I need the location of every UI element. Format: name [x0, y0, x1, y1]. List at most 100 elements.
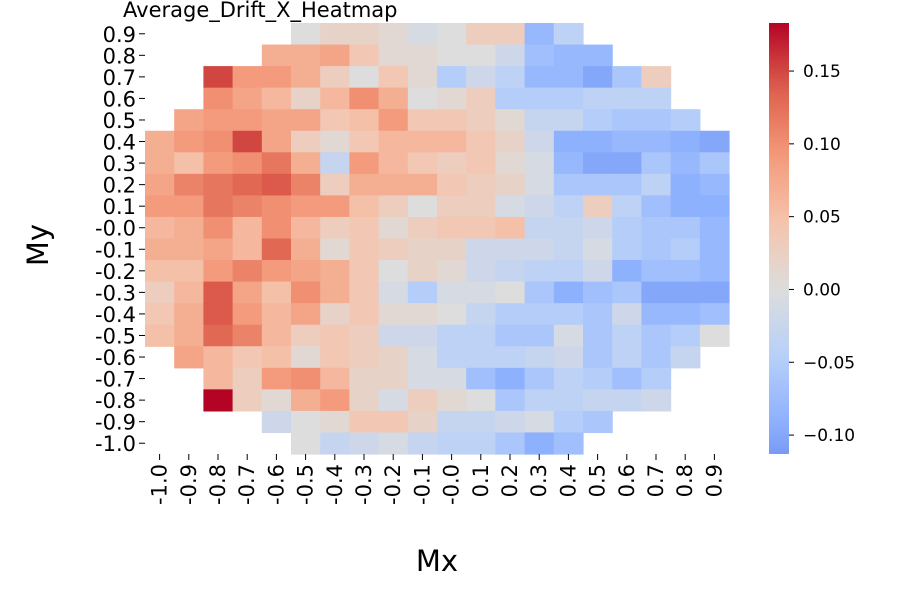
y-tick-label: -0.6: [95, 346, 136, 370]
heatmap-cell: [261, 260, 292, 283]
y-tick-label: 0.7: [103, 66, 136, 90]
heatmap-cell: [320, 281, 350, 304]
heatmap-cell: [174, 109, 204, 132]
heatmap-cell: [466, 260, 496, 283]
heatmap-cell: [349, 303, 380, 326]
heatmap-cell: [670, 260, 701, 283]
heatmap-cell: [261, 195, 292, 218]
heatmap-cell: [495, 173, 526, 196]
heatmap-cell: [553, 87, 584, 110]
heatmap-cell: [583, 109, 613, 132]
heatmap-cell: [553, 303, 584, 326]
y-tick-label: 0.1: [103, 195, 136, 219]
heatmap-cell: [553, 130, 584, 153]
heatmap-cell: [407, 173, 438, 196]
heatmap-cell: [612, 66, 642, 89]
heatmap-cell: [261, 109, 292, 132]
heatmap-cell: [524, 346, 555, 369]
heatmap-cell: [232, 195, 263, 218]
heatmap-cell: [174, 281, 204, 304]
heatmap-cell: [495, 410, 526, 434]
heatmap-cell: [261, 44, 292, 67]
heatmap-cell: [495, 87, 526, 110]
heatmap-cell: [349, 432, 380, 455]
heatmap-cell: [524, 260, 555, 283]
x-tick-label: -0.1: [410, 464, 434, 505]
heatmap-cell: [583, 216, 613, 240]
heatmap-cell: [437, 216, 467, 240]
heatmap-cell: [261, 281, 292, 304]
heatmap-cell: [583, 66, 613, 89]
heatmap-cell: [378, 130, 409, 153]
heatmap-cell: [612, 281, 642, 304]
heatmap-cell: [320, 130, 350, 153]
heatmap-cell: [437, 152, 467, 175]
heatmap-cell: [320, 410, 350, 434]
heatmap-cell: [524, 324, 555, 347]
heatmap-cell: [320, 303, 350, 326]
y-tick-label: -0.8: [95, 389, 136, 413]
heatmap-cell: [583, 44, 613, 67]
heatmap-cell: [641, 216, 672, 240]
y-tick-label: 0.3: [103, 152, 136, 176]
heatmap-cell: [437, 44, 467, 67]
heatmap-cell: [583, 346, 613, 369]
heatmap-cell: [670, 216, 701, 240]
heatmap-cell: [583, 367, 613, 390]
heatmap-cell: [407, 324, 438, 347]
y-tick-label: -0.0: [95, 217, 136, 241]
heatmap-cell: [524, 44, 555, 67]
heatmap-cell: [203, 173, 234, 196]
heatmap-cell: [203, 367, 234, 390]
x-tick-label: 0.4: [556, 464, 580, 497]
heatmap-cell: [320, 44, 350, 67]
heatmap-cell: [174, 324, 204, 347]
heatmap-cell: [641, 367, 672, 390]
heatmap-cell: [145, 303, 175, 326]
heatmap-cell: [349, 44, 380, 67]
heatmap-cell: [291, 367, 321, 390]
heatmap-cell: [524, 195, 555, 218]
heatmap-cell: [466, 152, 496, 175]
heatmap-cell: [232, 324, 263, 347]
heatmap-cell: [553, 346, 584, 369]
heatmap-cell: [407, 367, 438, 390]
heatmap-cell: [320, 87, 350, 110]
heatmap-cell: [291, 44, 321, 67]
heatmap-cell: [641, 346, 672, 369]
heatmap-cell: [378, 410, 409, 434]
x-tick-label: 0.5: [586, 464, 610, 497]
heatmap-cell: [699, 173, 730, 196]
heatmap-cell: [437, 324, 467, 347]
heatmap-cell: [145, 260, 175, 283]
y-tick-label: -0.5: [95, 324, 136, 348]
heatmap-cell: [437, 195, 467, 218]
heatmap-cell: [291, 195, 321, 218]
heatmap-cell: [583, 152, 613, 175]
heatmap-cell: [612, 216, 642, 240]
heatmap-cell: [553, 109, 584, 132]
heatmap-cell: [553, 281, 584, 304]
heatmap-cell: [261, 367, 292, 390]
heatmap-cell: [699, 281, 730, 304]
heatmap-cell: [145, 324, 175, 347]
heatmap-cell: [495, 432, 526, 455]
heatmap-cell: [553, 238, 584, 261]
heatmap-cell: [437, 109, 467, 132]
heatmap-cell: [232, 152, 263, 175]
heatmap-cell: [203, 389, 234, 412]
heatmap-cell: [378, 432, 409, 455]
heatmap-cell: [174, 173, 204, 196]
heatmap-cell: [378, 303, 409, 326]
heatmap-cell: [407, 44, 438, 67]
heatmap-cell: [320, 109, 350, 132]
heatmap-cell: [670, 195, 701, 218]
heatmap-cell: [641, 87, 672, 110]
heatmap-cell: [261, 389, 292, 412]
heatmap-cell: [583, 303, 613, 326]
heatmap-cell: [407, 410, 438, 434]
heatmap-cell: [349, 66, 380, 89]
y-tick-labels: 0.90.80.70.60.50.40.30.20.1-0.0-0.1-0.2-…: [95, 23, 145, 456]
heatmap-cell: [495, 346, 526, 369]
heatmap-cell: [641, 195, 672, 218]
